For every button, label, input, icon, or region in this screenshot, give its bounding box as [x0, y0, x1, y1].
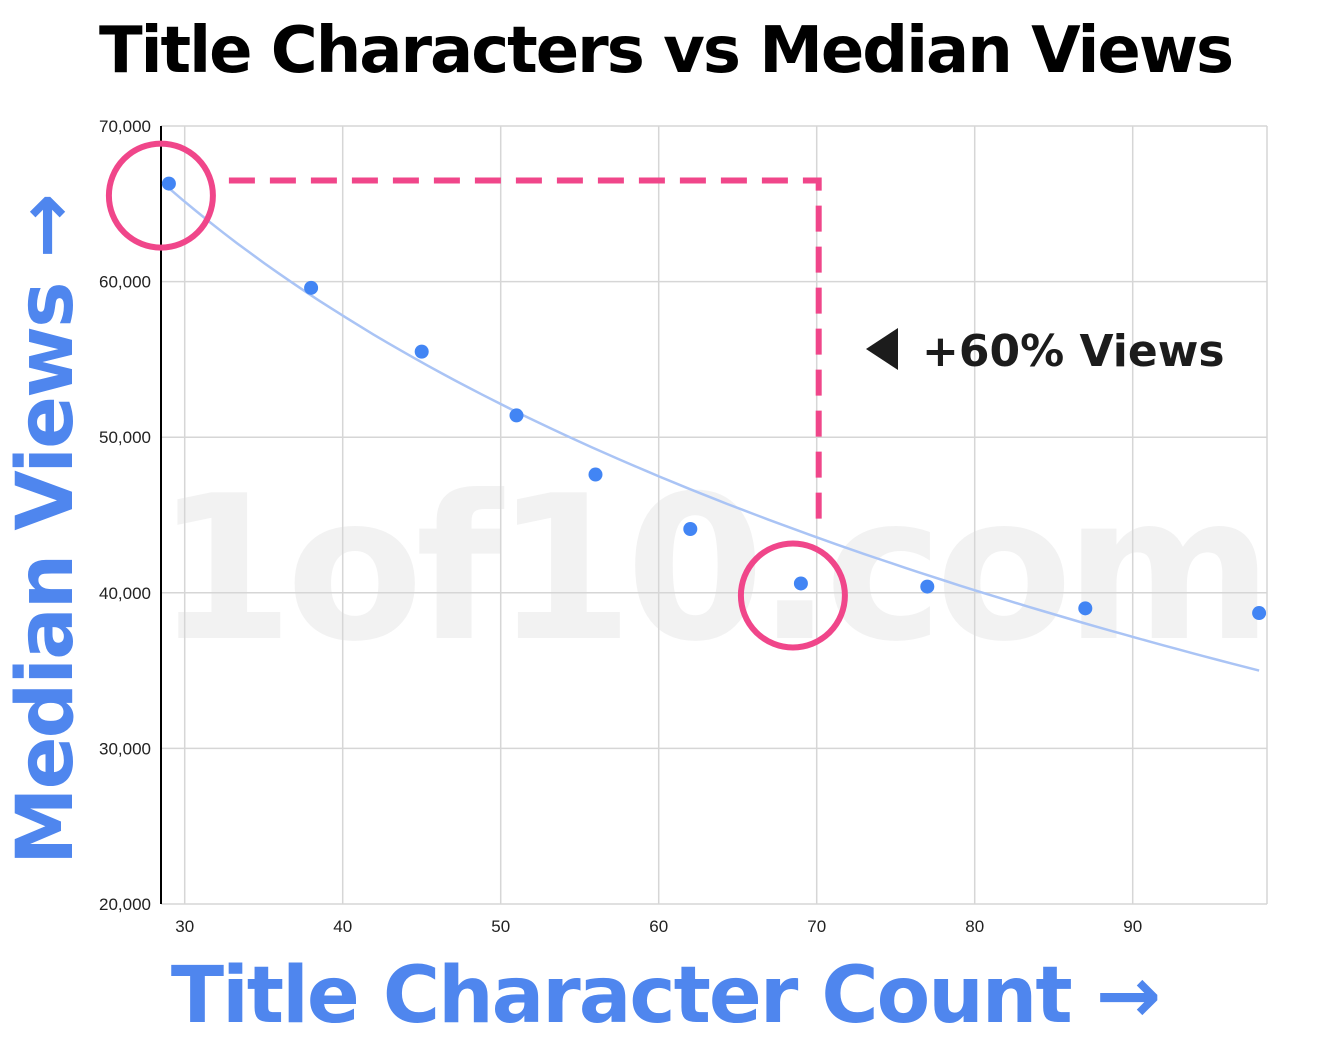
y-tick-label: 50,000	[99, 428, 151, 447]
y-tick-label: 40,000	[99, 584, 151, 603]
x-tick-label: 50	[491, 917, 510, 936]
data-point	[1252, 606, 1267, 621]
data-point	[509, 408, 524, 423]
data-point	[683, 522, 698, 537]
annotation-dashed-bracket	[228, 177, 822, 531]
data-point	[304, 280, 319, 295]
watermark: 1of10.com	[155, 453, 1265, 686]
y-tick-label: 20,000	[99, 895, 151, 914]
data-point	[793, 576, 808, 591]
data-point	[920, 579, 935, 594]
x-tick-label: 60	[649, 917, 668, 936]
y-tick-label: 60,000	[99, 273, 151, 292]
chart-title: Title Characters vs Median Views	[98, 14, 1234, 88]
data-points	[161, 176, 1267, 621]
x-axis-title: Title Character Count →	[171, 951, 1159, 1041]
x-tick-label: 80	[965, 917, 984, 936]
data-point	[588, 467, 603, 482]
y-axis-title: Median Views →	[1, 195, 91, 865]
x-tick-label: 90	[1123, 917, 1142, 936]
y-axis-ticks: 20,000 30,000 40,000 50,000 60,000 70,000	[99, 117, 151, 914]
highlight-circle	[105, 140, 216, 251]
y-tick-label: 70,000	[99, 117, 151, 136]
x-tick-label: 30	[175, 917, 194, 936]
highlight-circles	[105, 140, 848, 651]
highlight-circle	[737, 540, 848, 651]
trendline	[168, 187, 1260, 672]
data-point	[1078, 601, 1093, 616]
x-tick-label: 40	[333, 917, 352, 936]
data-point	[161, 176, 176, 191]
annotation-label: +60% Views	[922, 326, 1225, 377]
x-axis-ticks: 30 40 50 60 70 80 90	[175, 917, 1142, 936]
y-tick-label: 30,000	[99, 739, 151, 758]
left-triangle-icon	[866, 328, 898, 370]
x-tick-label: 70	[807, 917, 826, 936]
data-point	[414, 344, 429, 359]
